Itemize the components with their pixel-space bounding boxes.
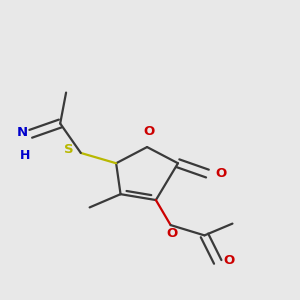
Text: O: O xyxy=(223,254,234,267)
Text: N: N xyxy=(17,126,28,139)
Text: O: O xyxy=(216,167,227,180)
Text: O: O xyxy=(143,124,154,138)
Text: O: O xyxy=(167,226,178,240)
Text: H: H xyxy=(20,148,31,161)
Text: S: S xyxy=(64,143,74,156)
